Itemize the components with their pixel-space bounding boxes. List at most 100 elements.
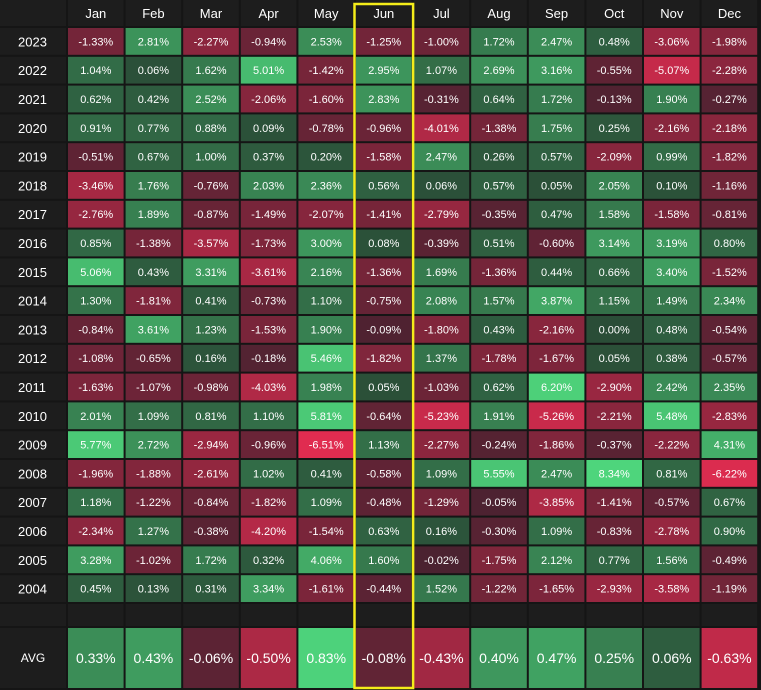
heatmap-cell (528, 258, 585, 286)
row-label-cell (0, 85, 66, 113)
heatmap-cell (644, 143, 700, 170)
heatmap-cell-value: -2.09% (597, 152, 632, 164)
heatmap-cell (586, 517, 642, 545)
row-label-2014: 2014 (18, 294, 47, 309)
heatmap-cell-value: -2.94% (194, 440, 229, 452)
heatmap-cell-value: 1.58% (599, 209, 630, 221)
heatmap-cell (413, 143, 470, 170)
heatmap-cell (125, 85, 182, 113)
avg-cell (701, 628, 758, 688)
heatmap-cell (240, 517, 297, 545)
heatmap-cell-value: -6.22% (712, 468, 747, 480)
heatmap-cell (413, 200, 470, 228)
heatmap-cell (701, 460, 758, 487)
heatmap-cell-value: -3.58% (654, 584, 689, 596)
heatmap-cell (183, 402, 239, 430)
heatmap-cell (701, 229, 758, 257)
heatmap-cell-value: -0.94% (251, 36, 286, 48)
heatmap-cell-value: -1.96% (78, 468, 113, 480)
row-label-cell (0, 258, 66, 286)
heatmap-cell (471, 344, 527, 372)
heatmap-cell-value: 0.06% (138, 65, 169, 77)
heatmap-cell (528, 517, 585, 545)
heatmap-cell (586, 56, 642, 84)
heatmap-cell (68, 172, 124, 199)
heatmap-cell (68, 431, 124, 458)
heatmap-cell (413, 28, 470, 55)
heatmap-cell (644, 316, 700, 343)
row-label-2015: 2015 (18, 265, 47, 280)
heatmap-cell-value: 0.48% (599, 36, 630, 48)
heatmap-cell (644, 172, 700, 199)
heatmap-cell (413, 546, 470, 574)
heatmap-cell-value: 0.88% (195, 123, 226, 135)
heatmap-cell-value: 0.67% (714, 497, 745, 509)
avg-cell-value: 0.33% (76, 650, 116, 666)
spacer-cell (413, 604, 470, 626)
heatmap-cell-value: 2.05% (599, 180, 630, 192)
heatmap-cell (586, 287, 642, 314)
heatmap-cell (356, 431, 412, 458)
heatmap-cell-value: -0.24% (482, 440, 517, 452)
heatmap-cell-value: -0.55% (597, 65, 632, 77)
heatmap-cell (298, 344, 354, 372)
heatmap-cell-value: 2.69% (483, 65, 514, 77)
heatmap-cell-value: 3.00% (311, 238, 342, 250)
row-label-2016: 2016 (18, 236, 47, 251)
spacer-cell (471, 604, 527, 626)
heatmap-cell (413, 85, 470, 113)
heatmap-cell-value: 2.47% (541, 468, 572, 480)
heatmap-cell-value: 3.16% (541, 65, 572, 77)
row-label-cell (0, 517, 66, 545)
heatmap-cell-value: 0.85% (80, 238, 111, 250)
heatmap-cell (125, 258, 182, 286)
heatmap-cell-value: 1.98% (311, 382, 342, 394)
heatmap-cell-value: 0.57% (541, 152, 572, 164)
heatmap-cell-value: 4.31% (714, 440, 745, 452)
heatmap-cell (183, 373, 239, 401)
heatmap-cell (183, 56, 239, 84)
heatmap-cell (68, 575, 124, 602)
heatmap-cell (68, 258, 124, 286)
heatmap-cell (528, 143, 585, 170)
heatmap-cell (413, 402, 470, 430)
row-label-2017: 2017 (18, 207, 47, 222)
heatmap-cell (701, 402, 758, 430)
avg-cell-value: -0.43% (419, 650, 463, 666)
heatmap-cell-value: -0.83% (597, 526, 632, 538)
heatmap-cell (298, 258, 354, 286)
heatmap-cell (471, 143, 527, 170)
heatmap-cell-value: 1.56% (656, 555, 687, 567)
heatmap-cell (413, 373, 470, 401)
heatmap-cell-value: -0.84% (194, 497, 229, 509)
column-header-cell (298, 0, 354, 26)
heatmap-cell (298, 114, 354, 142)
heatmap-cell (183, 488, 239, 516)
heatmap-cell (356, 143, 412, 170)
heatmap-cell-value: 5.46% (311, 353, 342, 365)
heatmap-cell-value: -2.90% (597, 382, 632, 394)
heatmap-cell (68, 229, 124, 257)
avg-cell (183, 628, 239, 688)
heatmap-cell-value: 0.41% (311, 468, 342, 480)
row-label-2010: 2010 (18, 409, 47, 424)
heatmap-cell (68, 56, 124, 84)
heatmap-cell (471, 488, 527, 516)
column-header-cell (528, 0, 585, 26)
column-header-dec: Dec (718, 6, 742, 21)
heatmap-cell-value: 0.48% (656, 324, 687, 336)
heatmap-cell (528, 373, 585, 401)
heatmap-cell (528, 431, 585, 458)
heatmap-cell-value: 0.64% (483, 94, 514, 106)
heatmap-cell-value: -1.41% (366, 209, 401, 221)
heatmap-cell (644, 402, 700, 430)
heatmap-cell-value: -5.23% (424, 411, 459, 423)
heatmap-cell-value: 0.99% (656, 152, 687, 164)
heatmap-cell (701, 575, 758, 602)
heatmap-cell-value: -2.16% (539, 324, 574, 336)
heatmap-cell (471, 316, 527, 343)
heatmap-cell (298, 373, 354, 401)
heatmap-cell-value: 0.57% (483, 180, 514, 192)
heatmap-cell-value: -1.36% (366, 267, 401, 279)
spacer-cell (298, 604, 354, 626)
